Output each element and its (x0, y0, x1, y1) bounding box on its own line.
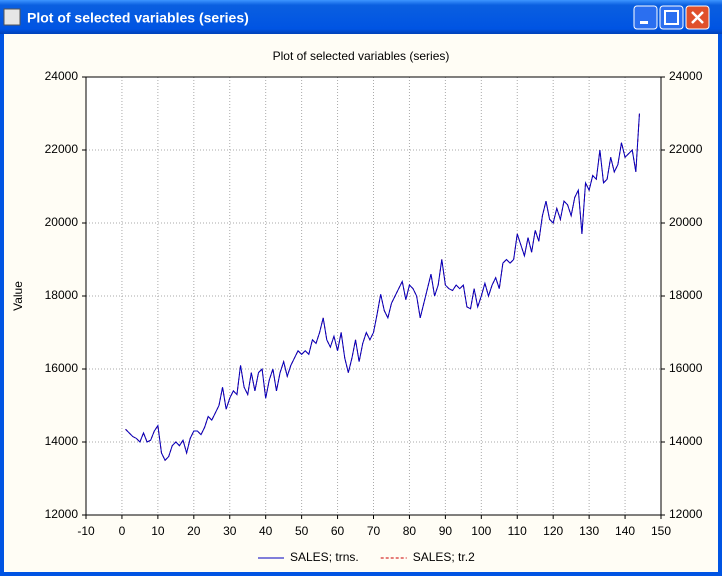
x-tick-label: 30 (223, 524, 237, 538)
y2-tick-label: 22000 (669, 142, 703, 156)
close-icon (691, 11, 704, 24)
x-tick-label: 100 (471, 524, 491, 538)
legend-label: SALES; tr.2 (413, 550, 475, 564)
x-tick-label: 40 (259, 524, 273, 538)
x-tick-label: 80 (403, 524, 417, 538)
chart-title: Plot of selected variables (series) (273, 49, 450, 63)
legend-label: SALES; trns. (290, 550, 359, 564)
window-title: Plot of selected variables (series) (27, 10, 249, 26)
y2-tick-label: 14000 (669, 434, 703, 448)
y2-tick-label: 16000 (669, 361, 703, 375)
y-tick-label: 18000 (45, 288, 79, 302)
maximize-icon (664, 10, 679, 25)
y2-tick-label: 20000 (669, 215, 703, 229)
y2-tick-label: 12000 (669, 507, 703, 521)
x-tick-label: 60 (331, 524, 345, 538)
y-tick-label: 14000 (45, 434, 79, 448)
y-axis-label: Value (11, 281, 25, 311)
y-tick-label: 16000 (45, 361, 79, 375)
y-tick-label: 24000 (45, 69, 79, 83)
x-tick-label: 0 (119, 524, 126, 538)
y2-tick-label: 24000 (669, 69, 703, 83)
plot-frame (85, 76, 662, 516)
x-tick-label: 10 (151, 524, 165, 538)
minimize-icon (640, 21, 648, 24)
window-icon (3, 8, 21, 26)
series-line (125, 113, 640, 462)
x-tick-label: 50 (295, 524, 309, 538)
x-tick-label: -10 (77, 524, 95, 538)
minimize-button[interactable] (633, 5, 658, 30)
x-tick-label: 130 (579, 524, 599, 538)
maximize-button[interactable] (659, 5, 684, 30)
y2-tick-label: 18000 (669, 288, 703, 302)
x-tick-label: 90 (439, 524, 453, 538)
y-tick-label: 12000 (45, 507, 79, 521)
y-tick-label: 20000 (45, 215, 79, 229)
x-tick-label: 150 (651, 524, 671, 538)
x-tick-label: 110 (508, 524, 527, 538)
title-bar (0, 0, 722, 34)
x-tick-label: 70 (367, 524, 381, 538)
x-tick-label: 20 (187, 524, 201, 538)
x-tick-label: 140 (615, 524, 635, 538)
y-tick-label: 22000 (45, 142, 79, 156)
x-tick-label: 120 (543, 524, 563, 538)
